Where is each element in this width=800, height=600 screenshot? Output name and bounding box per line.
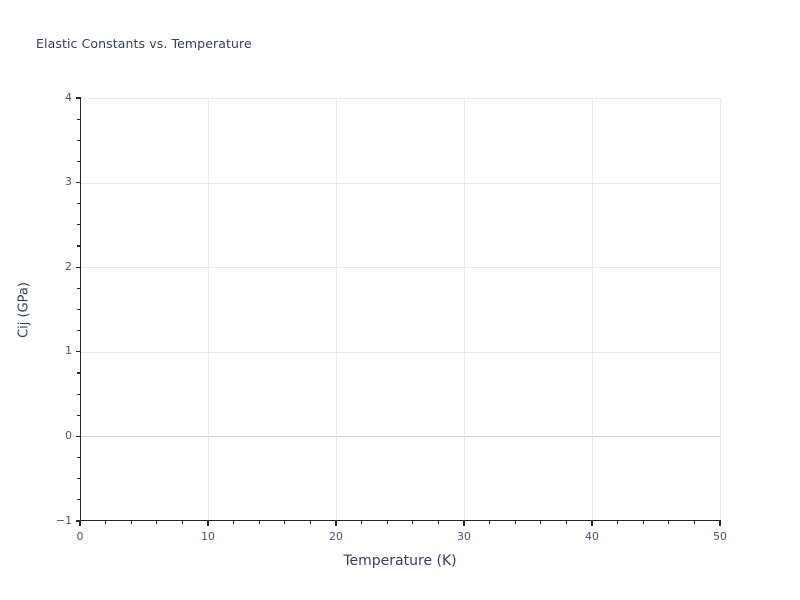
x-tick-minor	[693, 521, 695, 524]
x-tick-minor	[437, 521, 439, 524]
x-tick-minor	[156, 521, 158, 524]
x-tick-minor	[540, 521, 542, 524]
y-tick-minor	[77, 203, 80, 205]
x-tick-minor	[617, 521, 619, 524]
x-tick-minor	[668, 521, 670, 524]
y-tick-minor	[77, 456, 80, 459]
x-tick-minor	[386, 521, 388, 524]
gridline-vertical	[592, 98, 593, 521]
gridline-vertical	[336, 98, 337, 521]
chart-title: Elastic Constants vs. Temperature	[36, 36, 252, 51]
gridline-horizontal	[80, 267, 720, 269]
x-tick-minor	[258, 521, 260, 524]
x-tick-label: 30	[457, 530, 471, 543]
y-tick-minor	[77, 160, 80, 163]
x-axis-spine	[80, 520, 721, 522]
y-tick-label: 1	[65, 344, 72, 358]
x-tick-minor	[130, 521, 132, 524]
y-tick-minor	[77, 118, 80, 120]
x-tick-major	[463, 521, 465, 526]
y-tick-minor	[77, 478, 80, 480]
x-tick-minor	[181, 521, 183, 524]
y-tick-label: 3	[65, 175, 72, 189]
x-axis-label: Temperature (K)	[343, 553, 457, 569]
y-tick-label: 0	[65, 428, 72, 442]
x-tick-major	[335, 521, 337, 526]
y-tick-label: 2	[65, 259, 72, 273]
y-tick-label: 4	[65, 90, 72, 104]
x-tick-label: 40	[585, 530, 599, 543]
x-tick-label: 0	[76, 530, 84, 543]
y-tick-minor	[77, 245, 80, 247]
gridline-vertical	[464, 98, 465, 521]
x-tick-major	[207, 521, 209, 526]
x-tick-minor	[233, 521, 235, 524]
x-tick-minor	[565, 521, 567, 524]
y-tick-minor	[77, 308, 80, 311]
plot-area	[80, 98, 721, 521]
x-tick-minor	[642, 521, 644, 524]
y-tick-minor	[77, 393, 80, 395]
gridline-vertical	[208, 98, 209, 521]
gridline-horizontal	[80, 182, 720, 184]
x-tick-major	[719, 521, 721, 526]
y-tick-major	[75, 520, 80, 522]
y-tick-minor	[77, 372, 80, 374]
y-tick-minor	[77, 287, 80, 289]
x-tick-minor	[284, 521, 286, 524]
x-tick-minor	[361, 521, 363, 524]
gridline-horizontal	[80, 436, 720, 438]
gridline-horizontal	[80, 98, 720, 99]
y-axis-spine	[80, 97, 82, 522]
x-tick-minor	[489, 521, 491, 524]
gridline-horizontal	[80, 351, 720, 353]
x-tick-minor	[105, 521, 107, 524]
y-tick-minor	[77, 139, 80, 141]
x-tick-minor	[514, 521, 516, 524]
y-tick-minor	[77, 414, 80, 416]
x-tick-minor	[412, 521, 414, 524]
y-axis-label: Cij (GPa)	[16, 282, 32, 338]
y-tick-major	[75, 181, 80, 184]
y-tick-minor	[77, 330, 80, 332]
x-tick-major	[591, 521, 593, 526]
y-tick-minor	[77, 499, 80, 501]
y-tick-major	[75, 435, 80, 438]
y-tick-major	[75, 266, 80, 268]
x-tick-label: 20	[329, 530, 343, 543]
x-tick-minor	[309, 521, 311, 524]
y-tick-major	[75, 97, 80, 99]
y-tick-label: −1	[55, 513, 72, 527]
y-tick-major	[75, 351, 80, 353]
x-tick-major	[79, 521, 81, 526]
x-tick-label: 10	[201, 530, 215, 543]
y-tick-minor	[77, 224, 80, 226]
gridline-vertical	[720, 98, 721, 521]
x-tick-label: 50	[713, 530, 727, 543]
